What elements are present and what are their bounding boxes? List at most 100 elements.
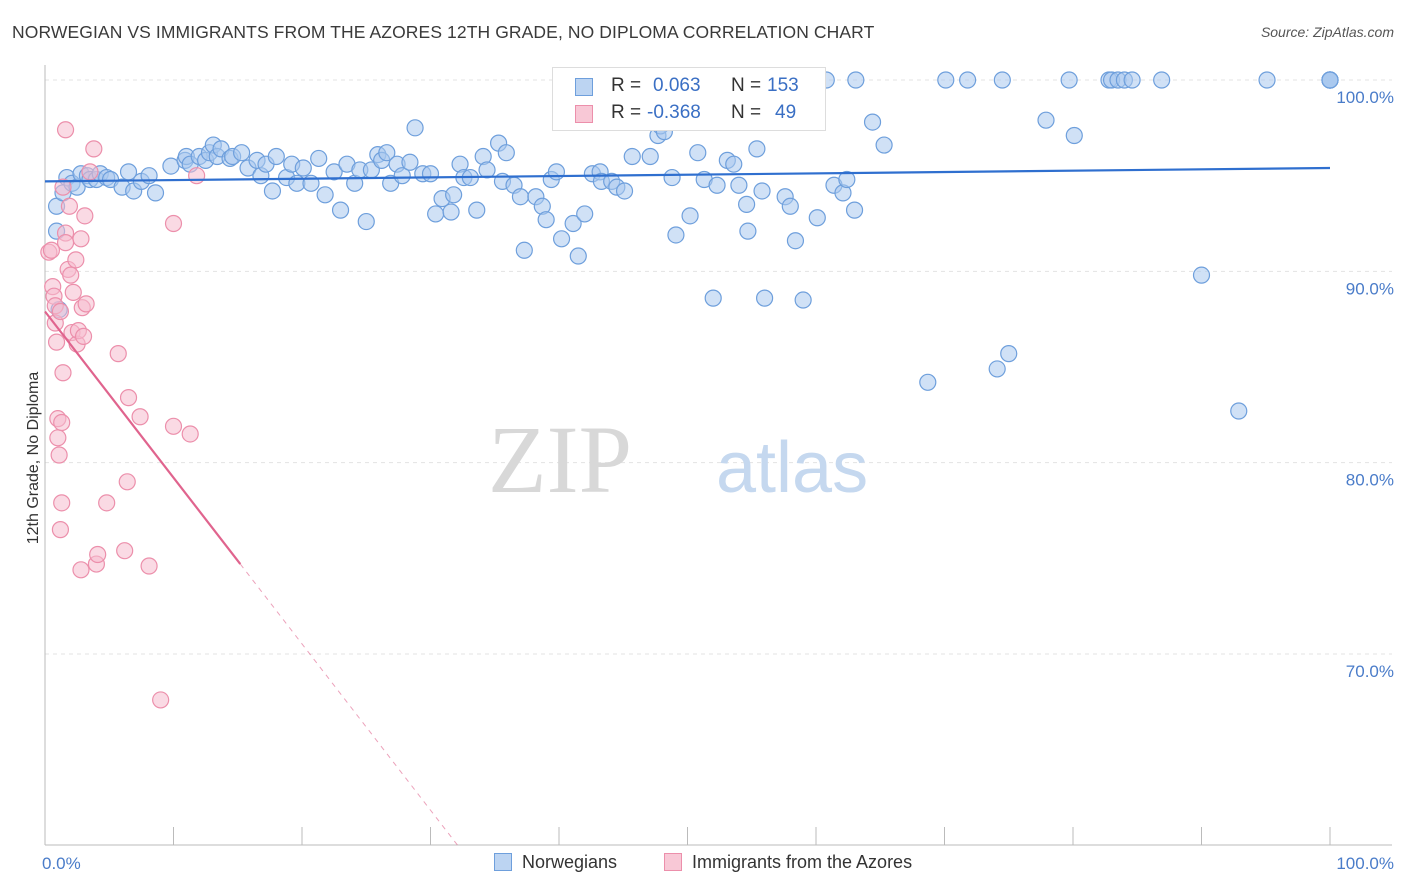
series-azores bbox=[40, 121, 206, 709]
point-azores bbox=[89, 545, 107, 564]
point-norwegians bbox=[738, 195, 756, 213]
point-norwegians bbox=[1123, 71, 1141, 89]
point-azores bbox=[56, 121, 75, 139]
point-norwegians bbox=[1258, 71, 1276, 89]
point-azores bbox=[164, 417, 183, 435]
point-azores bbox=[76, 207, 94, 225]
point-norwegians bbox=[547, 163, 566, 181]
point-azores bbox=[53, 413, 71, 432]
x-tick-label-right: 100.0% bbox=[1336, 854, 1394, 873]
point-norwegians bbox=[739, 222, 757, 240]
point-norwegians bbox=[1060, 71, 1078, 89]
bottom-legend-azores: Immigrants from the Azores bbox=[664, 852, 912, 873]
point-azores bbox=[77, 295, 95, 313]
legend-r-label: R = bbox=[611, 75, 642, 96]
legend-swatch-pink bbox=[575, 105, 593, 123]
point-norwegians bbox=[378, 144, 396, 162]
point-norwegians bbox=[552, 230, 571, 248]
point-norwegians bbox=[421, 165, 440, 183]
point-norwegians bbox=[406, 119, 424, 137]
bottom-legend-swatch-blue bbox=[494, 853, 512, 871]
point-norwegians bbox=[263, 182, 282, 200]
y-tick-label: 90.0% bbox=[1346, 279, 1394, 298]
point-azores bbox=[54, 178, 72, 196]
point-norwegians bbox=[937, 71, 955, 89]
point-norwegians bbox=[478, 161, 496, 179]
point-norwegians bbox=[1230, 402, 1248, 420]
bottom-legend-norwegians: Norwegians bbox=[494, 852, 617, 873]
point-norwegians bbox=[847, 71, 865, 89]
point-azores bbox=[67, 251, 85, 269]
point-norwegians bbox=[1153, 71, 1171, 89]
point-norwegians bbox=[730, 176, 748, 194]
axes bbox=[44, 65, 1392, 846]
point-norwegians bbox=[497, 144, 515, 162]
point-norwegians bbox=[325, 163, 343, 181]
point-norwegians bbox=[753, 182, 771, 200]
point-azores bbox=[74, 327, 93, 345]
point-azores bbox=[81, 163, 99, 181]
point-norwegians bbox=[838, 170, 856, 189]
point-norwegians bbox=[708, 176, 726, 194]
point-norwegians bbox=[1192, 266, 1211, 284]
y-tick-label: 80.0% bbox=[1346, 471, 1394, 490]
point-azores bbox=[164, 214, 183, 233]
point-norwegians bbox=[725, 155, 743, 173]
point-norwegians bbox=[427, 205, 445, 223]
point-norwegians bbox=[667, 226, 685, 244]
point-norwegians bbox=[794, 291, 812, 309]
legend-n-value: 49 bbox=[775, 102, 797, 123]
point-azores bbox=[62, 266, 80, 284]
point-norwegians bbox=[233, 144, 251, 162]
point-azores bbox=[72, 230, 90, 248]
point-norwegians bbox=[875, 136, 893, 154]
point-azores bbox=[42, 241, 61, 259]
trend-lines bbox=[44, 166, 1331, 846]
point-norwegians bbox=[468, 201, 486, 219]
point-azores bbox=[53, 494, 71, 512]
point-azores bbox=[116, 542, 134, 560]
tick-labels: 70.0% 80.0% 90.0% 100.0% 0.0% 100.0% bbox=[42, 88, 1394, 873]
point-norwegians bbox=[537, 211, 555, 229]
bottom-legend-label: Immigrants from the Azores bbox=[692, 852, 913, 872]
point-azores bbox=[118, 473, 136, 491]
legend-swatch-blue bbox=[575, 78, 593, 96]
point-norwegians bbox=[919, 373, 937, 391]
bottom-legend-swatch-pink bbox=[664, 853, 682, 871]
x-tick-label-left: 0.0% bbox=[42, 854, 81, 873]
point-azores bbox=[188, 167, 206, 185]
trend-line-azores-extension bbox=[239, 563, 458, 846]
point-norwegians bbox=[786, 232, 805, 250]
y-tick-label: 70.0% bbox=[1346, 662, 1394, 681]
point-norwegians bbox=[294, 159, 312, 177]
point-norwegians bbox=[663, 168, 681, 187]
point-norwegians bbox=[267, 147, 285, 166]
point-norwegians bbox=[993, 71, 1011, 89]
legend-r-value: 0.063 bbox=[653, 75, 701, 96]
point-norwegians bbox=[146, 184, 165, 202]
point-norwegians bbox=[515, 241, 533, 259]
point-norwegians bbox=[442, 203, 460, 221]
point-azores bbox=[85, 140, 103, 158]
point-norwegians bbox=[748, 140, 766, 158]
bottom-legend-label: Norwegians bbox=[522, 852, 618, 872]
point-norwegians bbox=[959, 71, 977, 89]
y-axis-title: 12th Grade, No Diploma bbox=[25, 371, 42, 545]
watermark: ZIP atlas bbox=[488, 406, 868, 513]
point-norwegians bbox=[357, 212, 375, 231]
gridlines bbox=[45, 79, 1392, 655]
point-norwegians bbox=[623, 147, 641, 166]
chart-title: NORWEGIAN VS IMMIGRANTS FROM THE AZORES … bbox=[12, 22, 875, 42]
point-norwegians bbox=[704, 289, 722, 307]
point-norwegians bbox=[569, 247, 587, 265]
point-azores bbox=[51, 302, 70, 321]
point-norwegians bbox=[401, 153, 419, 171]
point-azores bbox=[54, 364, 72, 382]
point-norwegians bbox=[863, 113, 882, 131]
point-norwegians bbox=[564, 214, 582, 233]
point-azores bbox=[56, 234, 75, 252]
point-norwegians bbox=[845, 201, 864, 219]
point-norwegians bbox=[511, 188, 530, 206]
point-norwegians bbox=[615, 182, 634, 200]
